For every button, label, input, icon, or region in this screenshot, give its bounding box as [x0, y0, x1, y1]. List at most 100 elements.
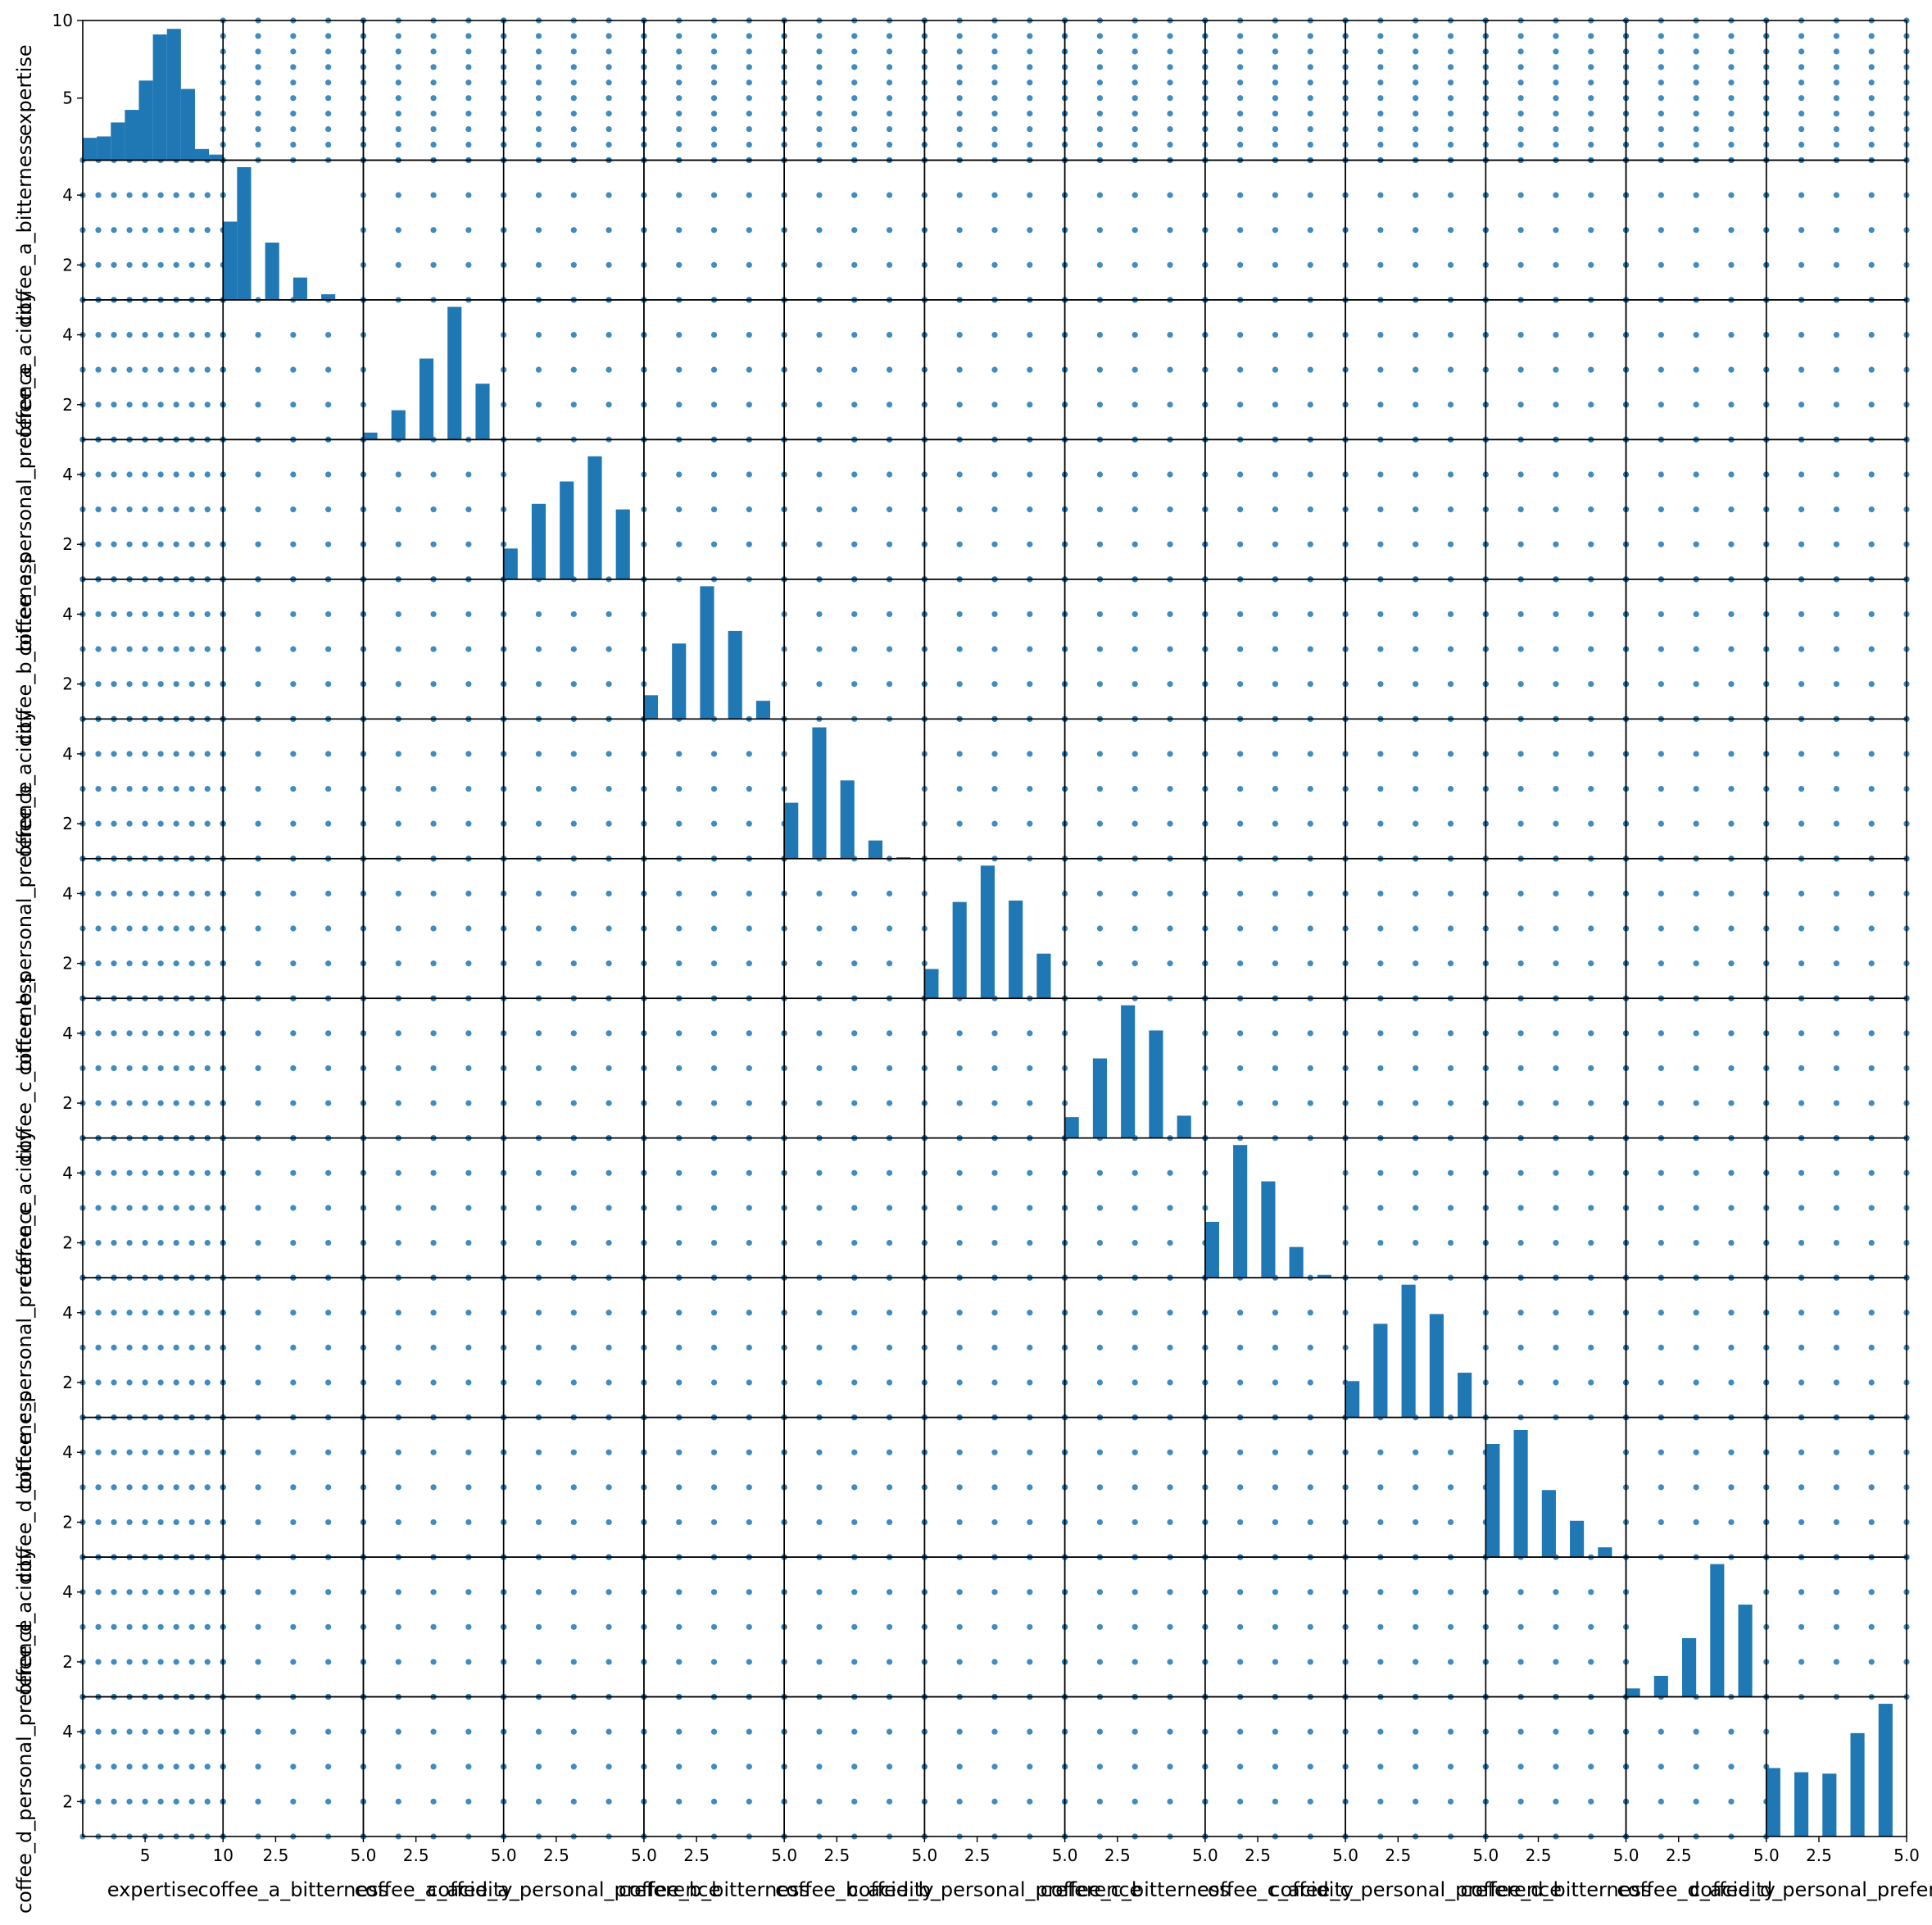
scatter-point: [1167, 95, 1173, 102]
scatter-point: [1728, 681, 1735, 688]
x-axis-label-coffee_c_acidity: coffee_c_acidity: [1197, 1878, 1354, 1901]
panel-expertise-vs-coffee_a_acidity: [360, 17, 507, 164]
scatter-point: [1096, 64, 1104, 70]
scatter-point: [255, 541, 261, 547]
scatter-point: [430, 141, 437, 148]
scatter-point: [1693, 1310, 1699, 1316]
scatter-point: [188, 261, 195, 268]
scatter-point: [430, 1310, 437, 1316]
panel-coffee_b_bitterness-vs-coffee_c_bitterness: [1062, 576, 1209, 722]
scatter-point: [1307, 820, 1313, 827]
scatter-point: [1588, 1589, 1594, 1596]
scatter-point: [325, 1100, 332, 1106]
scatter-point: [126, 192, 133, 198]
scatter-point: [991, 33, 998, 39]
scatter-point: [255, 1379, 261, 1386]
scatter-point: [1833, 1623, 1839, 1630]
scatter-point: [290, 141, 297, 148]
scatter-point: [1553, 48, 1559, 55]
scatter-point: [1167, 541, 1173, 547]
hist-bar: [1598, 1547, 1612, 1558]
scatter-point: [1307, 1030, 1313, 1037]
scatter-point: [111, 1798, 117, 1805]
scatter-point: [1413, 79, 1419, 86]
scatter-point: [710, 1100, 718, 1106]
scatter-point: [605, 1100, 612, 1106]
scatter-point: [1553, 960, 1559, 967]
scatter-point: [570, 1310, 577, 1316]
scatter-point: [1868, 261, 1875, 268]
scatter-point: [173, 1764, 179, 1770]
scatter-point: [173, 331, 179, 338]
scatter-point: [1798, 79, 1805, 86]
scatter-point: [1588, 402, 1594, 408]
scatter-point: [1132, 1310, 1138, 1316]
scatter-point: [1798, 33, 1805, 39]
scatter-point: [816, 79, 823, 86]
scatter-point: [676, 1379, 683, 1386]
scatter-point: [1307, 261, 1313, 268]
scatter-point: [204, 960, 211, 967]
scatter-point: [142, 1379, 148, 1386]
scatter-point: [535, 751, 542, 757]
scatter-point: [1517, 111, 1524, 117]
scatter-point: [1588, 95, 1594, 102]
scatter-point: [1553, 1379, 1559, 1386]
scatter-point: [1132, 125, 1138, 133]
scatter-point: [1132, 785, 1138, 792]
panel-coffee_b_personal_preference-vs-coffee_a_personal_preference: [501, 856, 647, 1001]
scatter-point: [395, 1169, 401, 1176]
scatter-point: [570, 1205, 577, 1211]
scatter-point: [430, 820, 437, 827]
scatter-point: [1447, 1484, 1454, 1491]
scatter-point: [1798, 125, 1805, 133]
scatter-point: [1307, 227, 1313, 234]
scatter-point: [290, 1030, 297, 1037]
scatter-point: [255, 890, 261, 897]
scatter-point: [1377, 331, 1384, 338]
scatter-point: [570, 681, 577, 688]
scatter-point: [956, 192, 963, 198]
scatter-point: [1027, 1519, 1033, 1526]
scatter-point: [465, 227, 472, 234]
scatter-point: [1588, 141, 1594, 148]
scatter-point: [142, 751, 148, 757]
panel-coffee_d_acidity-vs-coffee_a_personal_preference: [501, 1554, 647, 1700]
scatter-point: [430, 1728, 437, 1735]
panel-frame: [82, 299, 224, 441]
scatter-point: [1833, 1589, 1839, 1596]
scatter-point: [290, 1344, 297, 1351]
x-axis-label-coffee_c_personal_preference: coffee_c_personal_preference: [1269, 1878, 1562, 1901]
scatter-point: [1413, 471, 1419, 478]
scatter-point: [1167, 1764, 1173, 1770]
scatter-point: [142, 192, 148, 198]
scatter-point: [1868, 141, 1875, 148]
scatter-point: [1272, 1519, 1279, 1526]
scatter-point: [816, 1205, 823, 1211]
scatter-point: [1693, 785, 1699, 792]
panel-coffee_b_personal_preference-vs-coffee_c_personal_preference: [1342, 856, 1489, 1001]
scatter-point: [1413, 785, 1419, 792]
scatter-point: [1588, 541, 1594, 547]
panel-coffee_b_personal_preference-vs-coffee_c_acidity: [1202, 856, 1349, 1001]
scatter-point: [1377, 820, 1384, 827]
scatter-point: [746, 1659, 752, 1665]
scatter-point: [1798, 48, 1805, 55]
scatter-point: [430, 1449, 437, 1455]
scatter-point: [126, 1239, 133, 1246]
scatter-point: [255, 646, 261, 652]
scatter-point: [1237, 1379, 1244, 1386]
scatter-point: [605, 1239, 612, 1246]
scatter-point: [1588, 1379, 1594, 1386]
hist-bar: [1513, 1429, 1528, 1558]
scatter-point: [188, 1728, 195, 1735]
scatter-point: [1307, 79, 1313, 86]
hist-bar: [1009, 900, 1023, 999]
scatter-point: [290, 890, 297, 897]
scatter-point: [1237, 611, 1244, 618]
scatter-point: [991, 820, 998, 827]
scatter-point: [204, 227, 211, 234]
scatter-point: [605, 1065, 612, 1072]
scatter-point: [1868, 64, 1875, 70]
scatter-point: [746, 1728, 752, 1735]
